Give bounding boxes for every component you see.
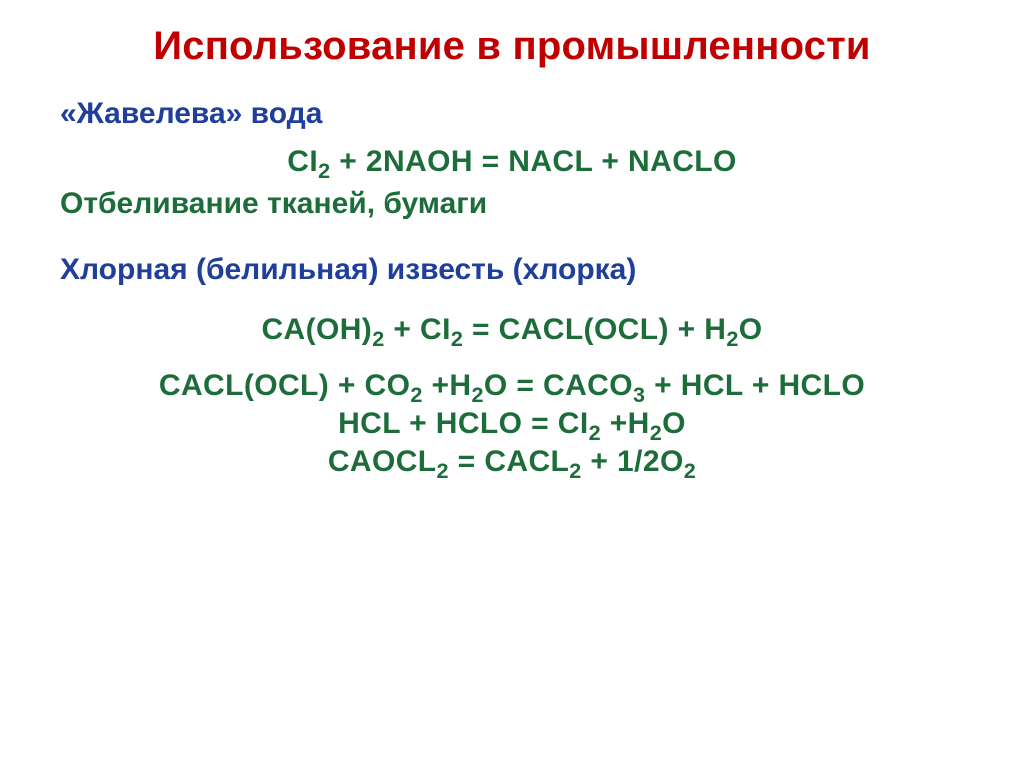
section1-desc: Отбеливание тканей, бумаги xyxy=(60,187,964,221)
section2-reaction-3: HCL + HCLO = CI2 +H2O xyxy=(60,407,964,441)
section1-reaction: CI2 + 2NAOH = NACL + NACLO xyxy=(60,145,964,179)
slide-title: Использование в промышленности xyxy=(60,24,964,69)
section2-reaction-4: CAOCL2 = CACL2 + 1/2O2 xyxy=(60,445,964,479)
section1-heading: «Жавелева» вода xyxy=(60,97,964,131)
section2-heading: Хлорная (белильная) известь (хлорка) xyxy=(60,253,964,287)
slide: Использование в промышленности «Жавелева… xyxy=(0,0,1024,768)
section2-reaction-1: CA(OH)2 + CI2 = CACL(OCL) + H2O xyxy=(60,313,964,347)
section2-reaction-block: CACL(OCL) + CO2 +H2O = CACO3 + HCL + HCL… xyxy=(60,369,964,479)
section2-reaction-2: CACL(OCL) + CO2 +H2O = CACO3 + HCL + HCL… xyxy=(60,369,964,403)
